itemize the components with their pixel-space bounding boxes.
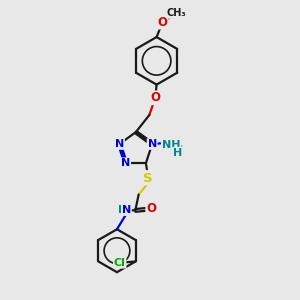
Text: H: H (118, 205, 128, 215)
Text: N: N (115, 139, 124, 149)
Text: O: O (150, 91, 160, 104)
Text: O: O (146, 202, 156, 215)
Text: N: N (121, 158, 130, 168)
Text: N: N (148, 139, 157, 149)
Text: O: O (158, 16, 167, 29)
Text: Cl: Cl (114, 258, 126, 268)
Text: NH: NH (162, 140, 180, 150)
Text: CH₃: CH₃ (167, 8, 186, 18)
Text: N: N (122, 205, 131, 215)
Text: S: S (143, 172, 153, 184)
Text: $_2$: $_2$ (178, 143, 184, 152)
Text: H: H (173, 148, 182, 158)
